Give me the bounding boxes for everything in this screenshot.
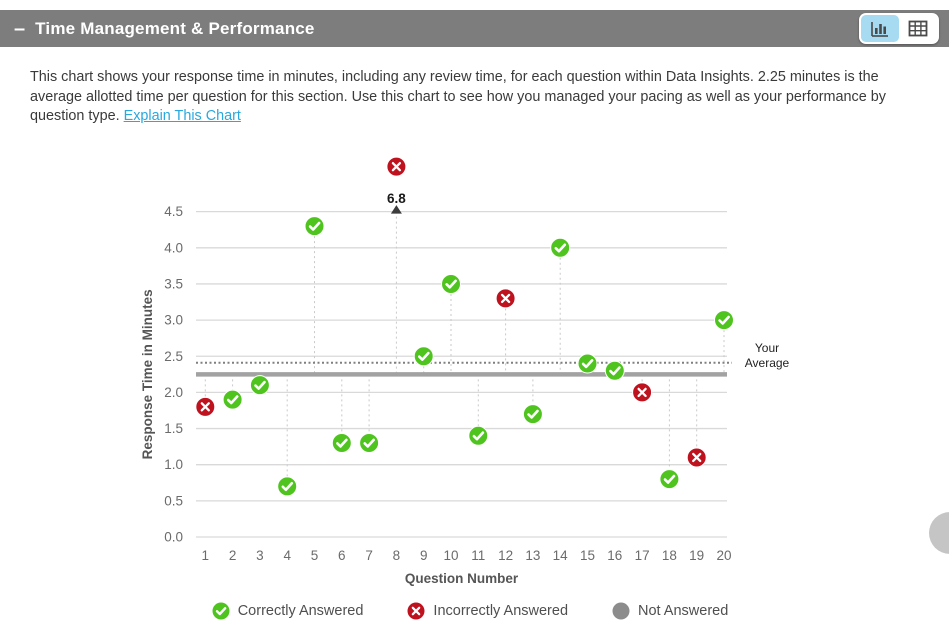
marker-q12[interactable] xyxy=(495,288,516,309)
x-tick-label: 7 xyxy=(365,548,373,563)
data-points xyxy=(195,156,734,497)
collapse-icon[interactable]: – xyxy=(14,17,26,40)
marker-q7[interactable] xyxy=(359,433,380,454)
x-tick-label: 8 xyxy=(393,548,401,563)
x-tick-label: 5 xyxy=(311,548,319,563)
x-tick-label: 2 xyxy=(229,548,237,563)
section-header: – Time Management & Performance xyxy=(0,10,949,47)
x-tick-label: 18 xyxy=(662,548,677,563)
marker-q14[interactable] xyxy=(550,237,571,258)
marker-q11[interactable] xyxy=(468,425,489,446)
legend-label: Incorrectly Answered xyxy=(433,603,569,619)
y-tick-label: 2.0 xyxy=(164,385,183,400)
point-stems xyxy=(204,211,725,487)
incorrect-x-icon xyxy=(407,602,425,620)
marker-q1[interactable] xyxy=(195,396,216,417)
edge-widget-circle[interactable] xyxy=(929,512,949,554)
x-tick-label: 20 xyxy=(716,548,731,563)
your-average-label: Your Average xyxy=(744,341,790,370)
x-tick-label: 3 xyxy=(256,548,264,563)
x-tick-label: 17 xyxy=(635,548,650,563)
x-tick-label: 12 xyxy=(498,548,513,563)
explain-this-chart-link[interactable]: Explain This Chart xyxy=(123,108,241,124)
marker-q9[interactable] xyxy=(413,346,434,367)
y-tick-label: 3.5 xyxy=(164,276,183,291)
y-tick-label: 1.5 xyxy=(164,421,183,436)
marker-q13[interactable] xyxy=(522,404,543,425)
x-tick-label: 15 xyxy=(580,548,595,563)
marker-q16[interactable] xyxy=(604,360,625,381)
description-text: This chart shows your response time in m… xyxy=(30,69,886,124)
gridlines: 0.0 0.5 1.0 1.5 2.0 2.5 3.0 3.5 4.0 4.5 xyxy=(164,204,727,545)
marker-q4[interactable] xyxy=(277,476,298,497)
marker-q20[interactable] xyxy=(714,310,734,331)
x-tick-label: 4 xyxy=(283,548,291,563)
marker-q15[interactable] xyxy=(577,353,598,374)
x-tick-label: 10 xyxy=(443,548,458,563)
marker-q19[interactable] xyxy=(686,447,707,468)
legend-label: Correctly Answered xyxy=(237,603,364,619)
y-tick-label: 2.5 xyxy=(164,349,183,364)
section-title: Time Management & Performance xyxy=(35,18,315,38)
chart-description: This chart shows your response time in m… xyxy=(30,68,925,127)
x-tick-label: 6 xyxy=(338,548,346,563)
marker-q17[interactable] xyxy=(632,382,653,403)
chart-view-button[interactable] xyxy=(861,15,899,42)
x-tick-label: 19 xyxy=(689,548,704,563)
legend-item-incorrect: Incorrectly Answered xyxy=(407,602,568,620)
view-toggle-group xyxy=(859,13,939,44)
x-axis: 1 2 3 4 5 6 7 8 9 10 11 12 13 14 15 16 17 18 19 20 xyxy=(202,548,732,563)
marker-q10[interactable] xyxy=(441,273,461,294)
legend-item-correct: Correctly Answered xyxy=(212,602,364,620)
y-tick-label: 4.5 xyxy=(164,204,183,219)
y-tick-label: 1.0 xyxy=(164,457,183,472)
x-tick-label: 13 xyxy=(525,548,540,563)
y-tick-label: 0.5 xyxy=(164,493,183,508)
y-tick-label: 0.0 xyxy=(164,530,183,545)
x-tick-label: 11 xyxy=(471,548,485,563)
y-tick-label: 4.0 xyxy=(164,240,183,255)
legend-item-not-answered: Not Answered xyxy=(612,602,728,620)
x-axis-title: Question Number xyxy=(405,571,519,586)
y-axis-title: Response Time in Minutes xyxy=(140,289,155,459)
chart-legend: Correctly Answered Incorrectly Answered … xyxy=(150,602,790,620)
marker-q3[interactable] xyxy=(249,375,270,396)
svg-text:6.8: 6.8 xyxy=(387,191,406,206)
y-tick-label: 3.0 xyxy=(164,313,183,328)
x-tick-label: 16 xyxy=(607,548,622,563)
marker-q5[interactable] xyxy=(304,216,325,237)
not-answered-circle-icon xyxy=(612,602,630,620)
clipped-point-annotation: 6.8 xyxy=(387,191,406,214)
marker-q6[interactable] xyxy=(331,433,352,454)
x-tick-label: 9 xyxy=(420,548,428,563)
marker-q18[interactable] xyxy=(659,469,680,490)
legend-label: Not Answered xyxy=(638,603,729,619)
x-tick-label: 1 xyxy=(202,548,210,563)
marker-q2[interactable] xyxy=(222,389,243,410)
correct-check-icon xyxy=(212,602,230,620)
x-tick-label: 14 xyxy=(553,548,569,563)
table-icon xyxy=(908,20,928,37)
marker-q8[interactable] xyxy=(386,156,407,177)
table-view-button[interactable] xyxy=(899,15,937,42)
bar-chart-icon xyxy=(869,20,891,38)
